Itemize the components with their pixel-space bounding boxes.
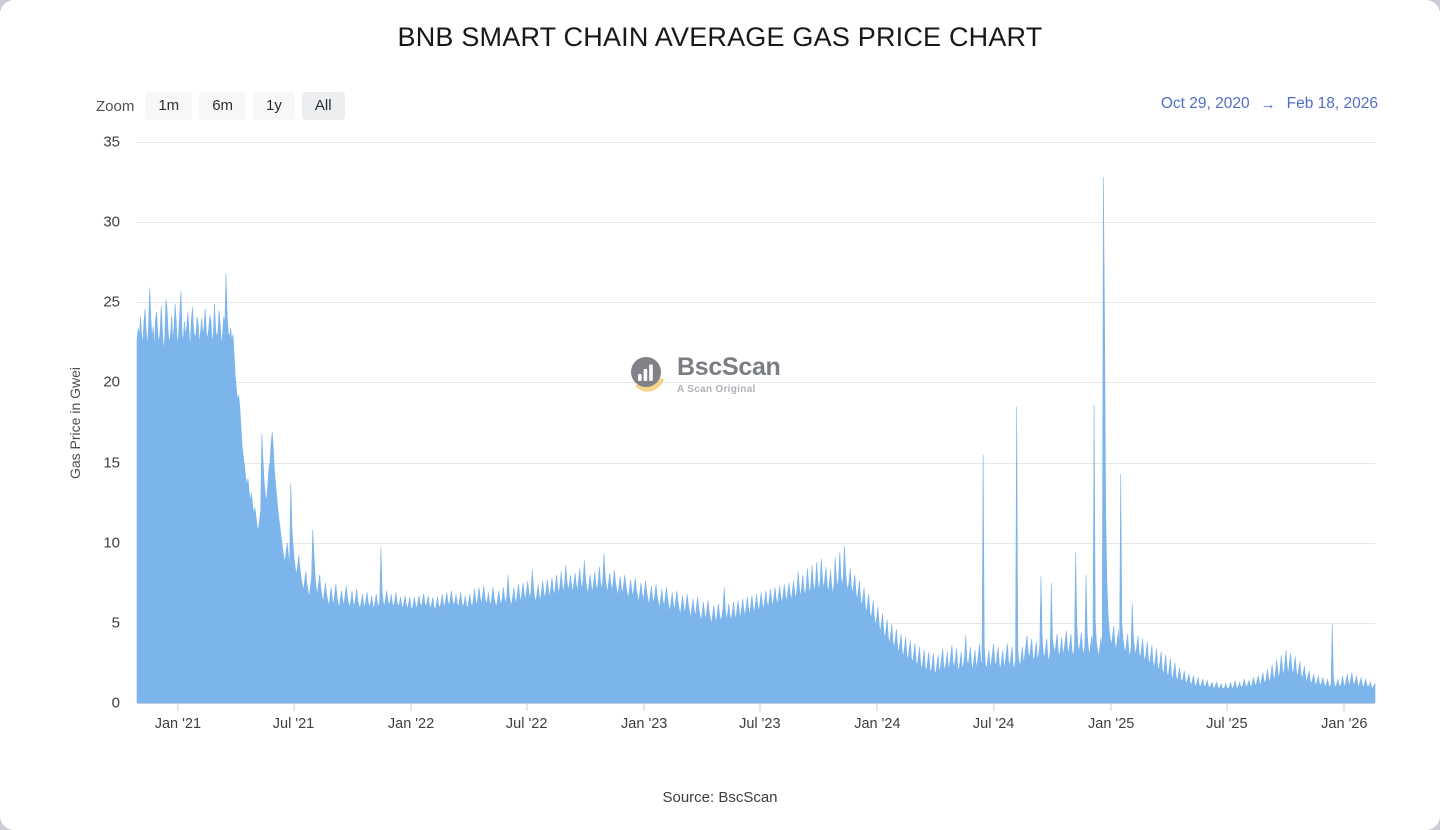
- x-axis-tick-mark: [410, 703, 412, 711]
- x-axis-tick-mark: [876, 703, 878, 711]
- y-axis-tick-35: 35: [103, 133, 120, 151]
- y-axis-tick-15: 15: [103, 454, 120, 472]
- page-title: BNB SMART CHAIN AVERAGE GAS PRICE CHART: [397, 22, 1043, 52]
- gridline-0: [137, 703, 1375, 704]
- y-axis-tick-20: 20: [103, 373, 120, 391]
- date-range: Oct 29, 2020 → Feb 18, 2026: [1161, 95, 1378, 113]
- gas-price-area-series: [137, 142, 1375, 703]
- zoom-label: Zoom: [96, 97, 135, 115]
- x-axis-tick-jul--23: Jul '23: [739, 716, 781, 732]
- x-axis-tick-jul--24: Jul '24: [972, 716, 1015, 732]
- x-axis-tick-jan--25: Jan '25: [1088, 716, 1135, 732]
- gridline-10: [137, 542, 1375, 544]
- x-axis-tick-mark: [759, 703, 761, 711]
- x-axis-tick-jul--22: Jul '22: [505, 716, 548, 732]
- x-axis-tick-jan--24: Jan '24: [854, 716, 901, 732]
- zoom-control-group: Zoom 1m 6m 1y All: [96, 92, 345, 121]
- gridline-30: [137, 222, 1375, 224]
- y-axis-tick-30: 30: [103, 213, 120, 231]
- y-axis-tick-10: 10: [103, 534, 120, 552]
- source-note: Source: BscScan: [662, 789, 778, 806]
- zoom-button-all[interactable]: All: [301, 92, 345, 121]
- zoom-button-1y[interactable]: 1y: [253, 92, 295, 121]
- y-axis-tick-5: 5: [111, 614, 120, 632]
- gridline-20: [137, 382, 1375, 384]
- x-axis-tick-mark: [1343, 703, 1345, 711]
- x-axis: Jan '21 Jul '21 Jan '22 Jul '22 Jan '23 Jul '…: [137, 703, 1375, 747]
- series-area-path: [137, 177, 1375, 703]
- arrow-right-icon: →: [1260, 95, 1276, 113]
- chart-plot-area[interactable]: Gas Price in Gwei Jan '21 Jul '21 Jan '22 J…: [67, 134, 1375, 732]
- zoom-button-1m[interactable]: 1m: [145, 92, 193, 121]
- gridline-35: [137, 142, 1375, 143]
- x-axis-tick-mark: [1110, 703, 1112, 711]
- gridline-15: [137, 462, 1375, 464]
- gridline-25: [137, 302, 1375, 304]
- x-axis-tick-mark: [177, 703, 179, 711]
- x-axis-tick-mark: [643, 703, 645, 711]
- date-range-from[interactable]: Oct 29, 2020: [1160, 95, 1250, 112]
- y-axis-tick-0: 0: [111, 694, 120, 712]
- date-range-to[interactable]: Feb 18, 2026: [1286, 95, 1378, 112]
- x-axis-tick-mark: [526, 703, 528, 711]
- x-axis-tick-jul--21: Jul '21: [272, 716, 315, 732]
- x-axis-tick-jan--23: Jan '23: [621, 716, 668, 732]
- x-axis-tick-mark: [1226, 703, 1228, 711]
- x-axis-tick-jan--21: Jan '21: [154, 716, 202, 732]
- x-axis-tick-jul--25: Jul '25: [1206, 716, 1248, 732]
- x-axis-tick-jan--22: Jan '22: [387, 716, 435, 732]
- x-axis-tick-mark: [293, 703, 294, 711]
- x-axis-tick-mark: [993, 703, 995, 711]
- y-axis-tick-25: 25: [103, 293, 120, 311]
- zoom-button-6m[interactable]: 6m: [199, 92, 247, 121]
- x-axis-tick-jan--26: Jan '26: [1321, 716, 1368, 732]
